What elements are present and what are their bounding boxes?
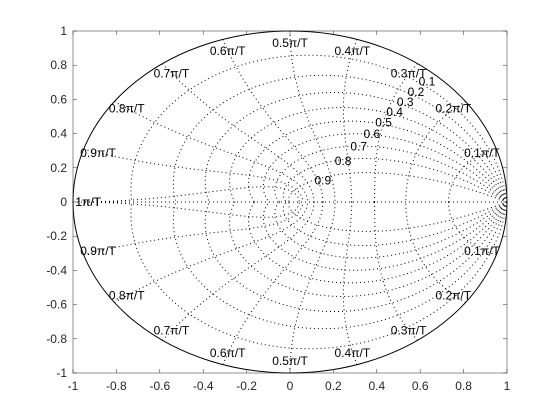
x-tick-label: 0.8 bbox=[455, 379, 472, 393]
frequency-label-lower: 0.8π/T bbox=[109, 288, 145, 302]
frequency-label-upper: 0.9π/T bbox=[80, 146, 116, 160]
y-tick-label: -0.4 bbox=[46, 263, 67, 277]
frequency-label-lower: 0.7π/T bbox=[154, 324, 190, 338]
frequency-label-lower: 1π/T bbox=[75, 195, 101, 209]
frequency-label-lower: 0.9π/T bbox=[80, 244, 116, 258]
x-tick-label: 0 bbox=[287, 379, 294, 393]
y-tick-label: -1 bbox=[56, 366, 67, 380]
frequency-label-lower: 0.1π/T bbox=[464, 244, 500, 258]
frequency-label-upper: 0.4π/T bbox=[335, 44, 371, 58]
frequency-label-upper: 0.7π/T bbox=[154, 66, 190, 80]
x-tick-label: 0.6 bbox=[412, 379, 429, 393]
x-tick-label: 0.4 bbox=[368, 379, 385, 393]
x-tick-label: -0.8 bbox=[106, 379, 127, 393]
x-tick-label: -0.2 bbox=[236, 379, 257, 393]
frequency-label-lower: 0.5π/T bbox=[272, 354, 308, 368]
y-tick-label: -0.6 bbox=[46, 298, 67, 312]
y-tick-label: 0 bbox=[60, 195, 67, 209]
y-tick-label: 0.4 bbox=[50, 127, 67, 141]
y-tick-label: 0.6 bbox=[50, 92, 67, 106]
frequency-label-upper: 0.2π/T bbox=[435, 102, 471, 116]
frequency-label-lower: 0.4π/T bbox=[335, 346, 371, 360]
y-tick-label: 0.8 bbox=[50, 58, 67, 72]
damping-label: 0.7 bbox=[350, 139, 367, 153]
y-tick-label: -0.8 bbox=[46, 332, 67, 346]
x-tick-label: 0.2 bbox=[325, 379, 342, 393]
frequency-label-upper: 0.6π/T bbox=[210, 44, 246, 58]
y-tick-label: -0.2 bbox=[46, 229, 67, 243]
frequency-label-lower: 0.6π/T bbox=[210, 346, 246, 360]
frequency-label-upper: 0.3π/T bbox=[391, 66, 427, 80]
y-tick-label: 1 bbox=[60, 24, 67, 38]
frequency-label-upper: 0.8π/T bbox=[109, 102, 145, 116]
frequency-label-upper: 0.5π/T bbox=[272, 36, 308, 50]
x-tick-label: 1 bbox=[504, 379, 511, 393]
frequency-label-lower: 0.2π/T bbox=[435, 288, 471, 302]
y-tick-label: 0.2 bbox=[50, 161, 67, 175]
damping-label: 0.9 bbox=[314, 174, 331, 188]
x-tick-label: -0.6 bbox=[149, 379, 170, 393]
frequency-label-upper: 0.1π/T bbox=[464, 146, 500, 160]
x-tick-label: -1 bbox=[68, 379, 79, 393]
x-tick-label: -0.4 bbox=[193, 379, 214, 393]
frequency-label-lower: 0.3π/T bbox=[391, 324, 427, 338]
damping-label: 0.8 bbox=[335, 154, 352, 168]
